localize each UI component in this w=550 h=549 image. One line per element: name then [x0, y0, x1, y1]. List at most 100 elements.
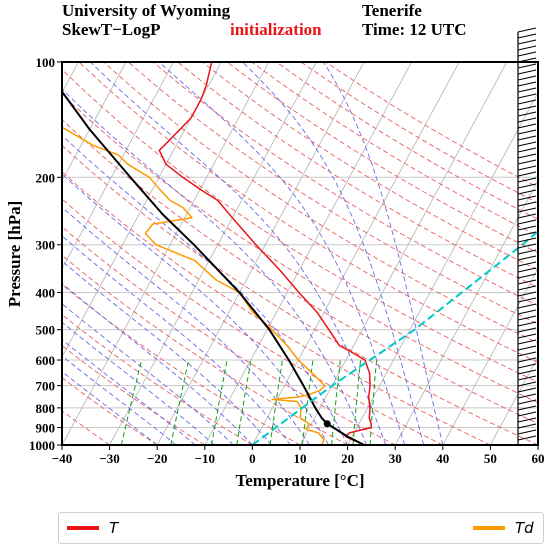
wind-barb [517, 411, 537, 417]
y-axis-label: Pressure [hPa] [5, 201, 24, 308]
wind-barb [517, 381, 537, 387]
isotherm-line [299, 62, 508, 445]
dry-adiabat [62, 68, 538, 383]
x-tick-label: 60 [532, 451, 545, 466]
mixing-ratio-line [269, 359, 283, 445]
wind-barb [517, 123, 537, 129]
x-tick-label: −30 [99, 451, 119, 466]
mixing-ratio-line [352, 359, 362, 445]
header-station: Tenerife [362, 1, 422, 20]
wind-barb [517, 339, 537, 345]
moist-adiabat [89, 62, 387, 445]
wind-barb [517, 201, 537, 207]
wind-barb [517, 111, 537, 117]
header-time: Time: 12 UTC [362, 20, 467, 39]
wind-barb [517, 195, 537, 201]
dry-adiabat [62, 171, 491, 445]
dry-adiabat [62, 198, 443, 445]
mixing-ratio-line [331, 359, 341, 445]
moist-adiabat [242, 62, 425, 445]
wind-barb [517, 153, 537, 159]
wind-barb [517, 87, 537, 93]
dry-adiabat [325, 62, 538, 188]
wind-barb [517, 273, 537, 279]
wind-barb [517, 387, 537, 393]
moist-adiabat [62, 235, 291, 445]
isotherm-line [394, 179, 538, 445]
dry-adiabat [62, 283, 301, 445]
wind-barb [517, 255, 537, 261]
wind-barb [517, 231, 537, 237]
mixing-ratio-line [170, 359, 189, 445]
dry-adiabat [251, 62, 538, 237]
wind-barb [517, 357, 537, 363]
wind-barb [517, 33, 537, 39]
x-tick-label: 0 [249, 451, 256, 466]
isotherm-line [490, 356, 538, 445]
wind-barb [517, 171, 537, 177]
wind-barb [517, 279, 537, 285]
wind-barb [517, 69, 537, 75]
x-tick-label: 10 [294, 451, 307, 466]
wind-barb [517, 165, 537, 171]
wind-barb [517, 351, 537, 357]
wind-barb [517, 375, 537, 381]
wind-barb [517, 405, 537, 411]
wind-barb [517, 99, 537, 105]
wind-barb [517, 63, 537, 69]
moist-adiabat [62, 371, 158, 445]
legend-item-temperature: T [67, 519, 119, 537]
wind-barb [517, 267, 537, 273]
series-cyan-line-line [251, 230, 538, 445]
y-tick-label: 500 [36, 323, 56, 338]
x-tick-label: 50 [484, 451, 497, 466]
isotherm-line [62, 62, 127, 182]
wind-barb [517, 225, 537, 231]
y-tick-label: 300 [36, 238, 56, 253]
wind-barb [517, 45, 537, 51]
x-tick-label: 30 [389, 451, 402, 466]
dry-adiabat [152, 62, 538, 307]
wind-barb [517, 399, 537, 405]
dry-adiabat [300, 62, 538, 204]
wind-barb [517, 303, 537, 309]
moist-adiabat [323, 62, 444, 445]
y-tick-label: 700 [36, 379, 56, 394]
x-axis-label: Temperature [°C] [235, 471, 364, 490]
x-tick-label: −40 [52, 451, 72, 466]
wind-barb [517, 177, 537, 183]
wind-barb [517, 219, 537, 225]
wind-barb [517, 423, 537, 429]
y-tick-label: 400 [36, 286, 56, 301]
moist-adiabat [62, 173, 329, 445]
legend: T Td [58, 512, 544, 544]
wind-barb [517, 237, 537, 243]
wind-barb [517, 147, 537, 153]
mixing-ratio-line [301, 359, 314, 445]
series-parcel-line [62, 89, 365, 445]
legend-swatch-dewpoint [473, 526, 505, 530]
wind-barb [517, 183, 537, 189]
wind-barbs [517, 27, 537, 445]
wind-barb [517, 393, 537, 399]
moist-adiabat [62, 339, 196, 445]
x-tick-label: −10 [195, 451, 215, 466]
dry-adiabat [62, 377, 158, 445]
header-chart-type: SkewT−LogP [62, 20, 161, 39]
wind-barb [517, 297, 537, 303]
x-tick-label: 20 [341, 451, 354, 466]
y-tick-label: 1000 [29, 438, 55, 453]
wind-barb [517, 189, 537, 195]
isotherm-line [252, 62, 460, 445]
legend-swatch-temperature [67, 526, 99, 530]
dry-adiabat [276, 62, 538, 220]
legend-label-temperature: T [109, 519, 119, 537]
isotherm-line [62, 62, 222, 358]
y-tick-label: 900 [36, 420, 56, 435]
dry-adiabat [62, 93, 538, 404]
wind-barb [517, 261, 537, 267]
wind-barb [517, 285, 537, 291]
moist-adiabat [62, 260, 272, 445]
dry-adiabat [62, 118, 538, 424]
wind-barb [517, 321, 537, 327]
